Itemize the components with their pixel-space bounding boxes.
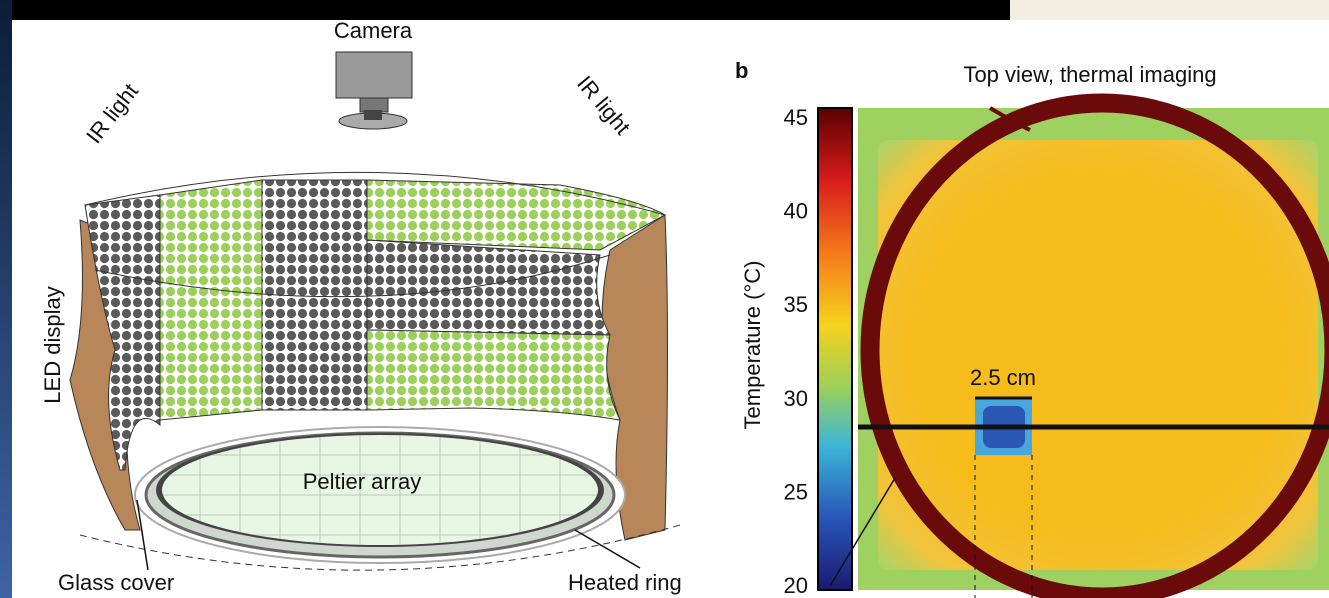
panel-letter: b — [735, 58, 748, 83]
label-camera: Camera — [334, 18, 413, 43]
colorbar — [818, 108, 852, 590]
label-ir-left: IR light — [81, 79, 143, 148]
label-led-display: LED display — [40, 286, 65, 403]
colorbar-label: Temperature (°C) — [740, 261, 765, 430]
colorbar-tick-label: 35 — [784, 292, 808, 317]
colorbar-tick-label: 30 — [784, 386, 808, 411]
colorbar-tick-label: 25 — [784, 479, 808, 504]
label-ir-right: IR light — [572, 71, 635, 140]
panel-title: Top view, thermal imaging — [963, 62, 1216, 87]
label-glass-cover: Glass cover — [58, 570, 174, 595]
thermal-image — [830, 103, 1329, 598]
camera-icon — [336, 52, 412, 129]
label-peltier: Peltier array — [303, 469, 422, 494]
figure: Camera IR light IR light LED display Pel… — [0, 0, 1329, 598]
colorbar-tick-label: 40 — [784, 199, 808, 224]
label-heated-ring: Heated ring — [568, 570, 682, 595]
colorbar-tick-label: 20 — [784, 573, 808, 598]
colorbar-tick-label: 45 — [784, 105, 808, 130]
scale-label: 2.5 cm — [970, 365, 1036, 390]
